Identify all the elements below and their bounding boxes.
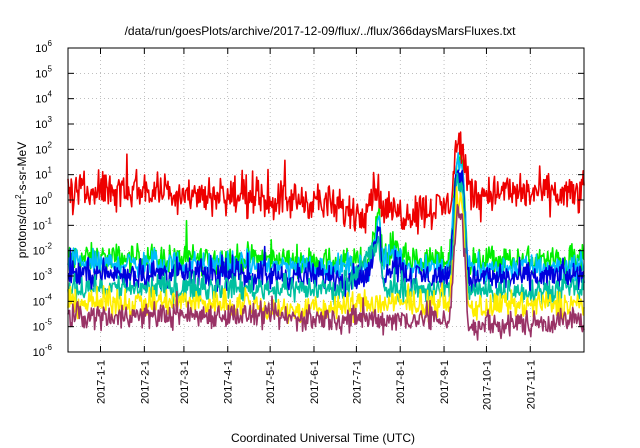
x-axis: 2017-1-1 2017-2-1 2017-3-1 2017-4-1 2017-5-1… <box>96 48 537 410</box>
series-line-7 <box>67 131 585 235</box>
y-tick-exponent: -6 <box>45 343 53 352</box>
series-line-6 <box>67 203 585 341</box>
y-tick-exponent: 5 <box>48 64 53 73</box>
y-axis-label-superscript: 2 <box>14 194 23 199</box>
y-tick-base: 10 <box>35 195 47 207</box>
y-tick-exponent: 1 <box>48 166 53 175</box>
y-tick-base: 10 <box>35 170 47 182</box>
x-tick-label: 2017-7-1 <box>351 360 363 404</box>
y-axis-label-base: protons/cm <box>15 199 29 258</box>
x-tick-label: 2017-1-1 <box>96 360 108 404</box>
y-tick-base: 10 <box>33 322 45 334</box>
series-line-4 <box>67 172 585 309</box>
y-tick-exponent: -4 <box>45 292 53 301</box>
series-group <box>67 131 585 341</box>
y-tick-exponent: -2 <box>45 242 53 251</box>
y-tick-exponent: -3 <box>45 267 53 276</box>
y-axis: 10-610-510-410-310-210-11001011021031041… <box>33 39 584 359</box>
y-tick-exponent: 0 <box>48 191 53 200</box>
y-tick-exponent: 4 <box>48 90 53 99</box>
y-tick-label: 10-6 <box>33 343 53 359</box>
series-line-3 <box>67 169 585 298</box>
y-tick-base: 10 <box>35 119 47 131</box>
y-tick-exponent: -1 <box>45 216 53 225</box>
y-tick-base: 10 <box>35 43 47 55</box>
x-tick-label: 2017-4-1 <box>223 360 235 404</box>
y-tick-label: 10-3 <box>33 267 53 283</box>
y-tick-base: 10 <box>33 347 45 359</box>
y-tick-base: 10 <box>35 68 47 80</box>
y-tick-label: 100 <box>35 191 52 207</box>
y-tick-label: 101 <box>35 166 52 182</box>
y-tick-exponent: 6 <box>48 39 53 48</box>
y-tick-label: 10-2 <box>33 242 53 258</box>
y-tick-label: 104 <box>35 90 52 106</box>
y-tick-base: 10 <box>35 144 47 156</box>
y-tick-base: 10 <box>33 271 45 283</box>
x-axis-label: Coordinated Universal Time (UTC) <box>231 431 415 445</box>
x-tick-label: 2017-2-1 <box>139 360 151 404</box>
chart-title: /data/run/goesPlots/archive/2017-12-09/f… <box>125 24 517 38</box>
y-tick-base: 10 <box>33 246 45 258</box>
y-tick-base: 10 <box>33 220 45 232</box>
x-tick-label: 2017-9-1 <box>439 360 451 404</box>
y-tick-label: 103 <box>35 115 52 131</box>
y-axis-label-unit: -s-sr-MeV <box>15 142 29 195</box>
y-tick-base: 10 <box>35 94 47 106</box>
x-tick-label: 2017-3-1 <box>179 360 191 404</box>
y-tick-label: 10-1 <box>33 216 53 232</box>
y-tick-base: 10 <box>33 296 45 308</box>
x-tick-label: 2017-5-1 <box>265 360 277 404</box>
y-tick-label: 105 <box>35 64 52 80</box>
series-line-2 <box>67 152 585 283</box>
y-tick-label: 102 <box>35 140 52 156</box>
y-tick-label: 10-5 <box>33 318 53 334</box>
y-tick-exponent: 2 <box>48 140 53 149</box>
x-tick-label: 2017-6-1 <box>309 360 321 404</box>
y-tick-label: 106 <box>35 39 52 55</box>
y-tick-exponent: -5 <box>45 318 53 327</box>
y-tick-label: 10-4 <box>33 292 53 308</box>
x-tick-label: 2017-10-1 <box>481 360 493 410</box>
y-tick-exponent: 3 <box>48 115 53 124</box>
series-line-5 <box>67 186 585 325</box>
x-tick-label: 2017-11-1 <box>525 360 537 409</box>
y-axis-label: protons/cm2-s-sr-MeV <box>14 142 29 258</box>
x-tick-label: 2017-8-1 <box>395 360 407 404</box>
